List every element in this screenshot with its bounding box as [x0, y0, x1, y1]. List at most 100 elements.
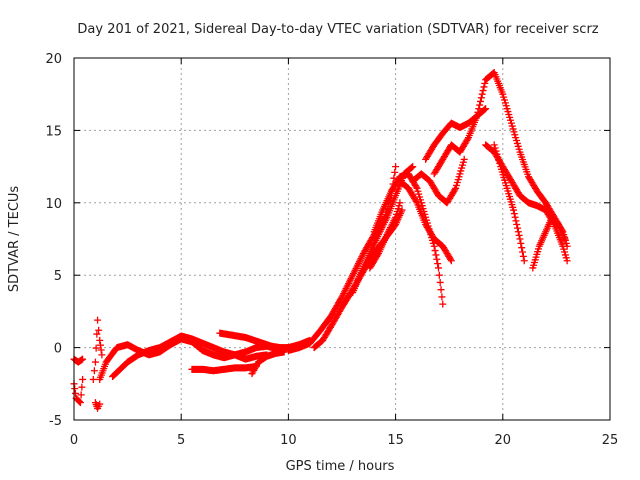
data-point	[345, 278, 353, 286]
data-point	[344, 281, 352, 289]
data-point	[518, 244, 526, 252]
data-point	[346, 276, 354, 284]
data-point	[71, 389, 79, 397]
data-point	[430, 242, 438, 250]
data-point	[398, 206, 406, 214]
data-point	[436, 278, 444, 286]
data-point	[77, 391, 85, 399]
data-point	[92, 344, 100, 352]
series-arc-7	[188, 362, 260, 375]
series-arc-21	[529, 213, 569, 272]
series-arc-10	[284, 163, 400, 354]
data-point	[431, 247, 439, 255]
data-point	[93, 330, 101, 338]
data-point	[494, 153, 502, 161]
data-point	[520, 257, 528, 265]
x-tick-label: 10	[280, 433, 297, 448]
grid	[74, 58, 610, 420]
data-point	[563, 257, 571, 265]
data-point	[439, 300, 447, 308]
data-point	[475, 105, 483, 113]
data-point	[515, 231, 523, 239]
data-point	[339, 291, 347, 299]
data-point	[71, 385, 79, 393]
data-point	[460, 155, 468, 163]
data-point	[412, 197, 420, 205]
data-point	[464, 135, 472, 143]
data-point	[350, 270, 358, 278]
data-point	[351, 266, 359, 274]
data-point	[343, 283, 351, 291]
data-point	[478, 90, 486, 98]
data-point	[512, 217, 520, 225]
data-point	[481, 105, 489, 113]
data-point	[514, 228, 522, 236]
data-point	[78, 383, 86, 391]
series-arc-2	[70, 355, 87, 366]
data-point	[447, 257, 455, 265]
data-point	[517, 239, 525, 247]
series-arc-20	[490, 141, 528, 265]
data-point	[350, 268, 358, 276]
x-tick-label: 0	[70, 433, 78, 448]
data-point	[451, 186, 459, 194]
data-point	[477, 97, 485, 105]
data-point	[495, 156, 503, 164]
data-point	[519, 252, 527, 260]
data-point	[446, 255, 454, 263]
data-point	[511, 213, 519, 221]
data-point	[340, 290, 348, 298]
data-point	[76, 398, 84, 406]
data-point	[96, 400, 104, 408]
series-arc-9	[248, 348, 288, 378]
data-point	[348, 273, 356, 281]
y-tick-label: 20	[45, 52, 62, 67]
data-point	[356, 256, 364, 264]
data-point	[432, 251, 440, 259]
x-tick-label: 15	[387, 433, 404, 448]
data-point	[510, 206, 518, 214]
data-point	[473, 112, 481, 120]
data-point	[354, 260, 362, 268]
data-point	[94, 316, 102, 324]
data-point	[434, 264, 442, 272]
data-point	[357, 254, 365, 262]
data-point	[438, 293, 446, 301]
data-points	[70, 68, 571, 412]
axis-ticks	[73, 57, 611, 421]
data-point	[476, 101, 484, 109]
data-point	[561, 235, 569, 243]
series-arc-15	[396, 177, 455, 265]
series-arc-14	[366, 199, 404, 272]
data-point	[76, 399, 84, 407]
y-tick-label: 15	[45, 124, 62, 139]
x-tick-label: 20	[495, 433, 512, 448]
data-point	[391, 168, 399, 176]
data-point	[337, 294, 345, 302]
data-point	[433, 255, 441, 263]
data-point	[96, 341, 104, 349]
data-point	[79, 355, 87, 363]
series-arc-4	[91, 399, 104, 412]
data-point	[396, 199, 404, 207]
series-arc-16	[409, 155, 468, 207]
data-point	[412, 183, 420, 191]
series-arc-1	[70, 375, 87, 407]
data-point	[496, 159, 504, 167]
tick-labels: 0 5 10 15 20 25 -5 0 5 10 15 20	[45, 52, 618, 448]
data-point	[355, 258, 363, 266]
data-point	[345, 280, 353, 288]
data-point	[353, 263, 361, 271]
data-point	[342, 285, 350, 293]
data-point	[490, 141, 498, 149]
data-point	[491, 144, 499, 152]
data-point	[437, 286, 445, 294]
data-point	[347, 275, 355, 283]
data-point	[435, 271, 443, 279]
data-point	[434, 260, 442, 268]
data-point	[341, 286, 349, 294]
data-point	[95, 326, 103, 334]
series-arc-12	[349, 163, 417, 297]
data-point	[79, 375, 87, 383]
data-point	[492, 147, 500, 155]
